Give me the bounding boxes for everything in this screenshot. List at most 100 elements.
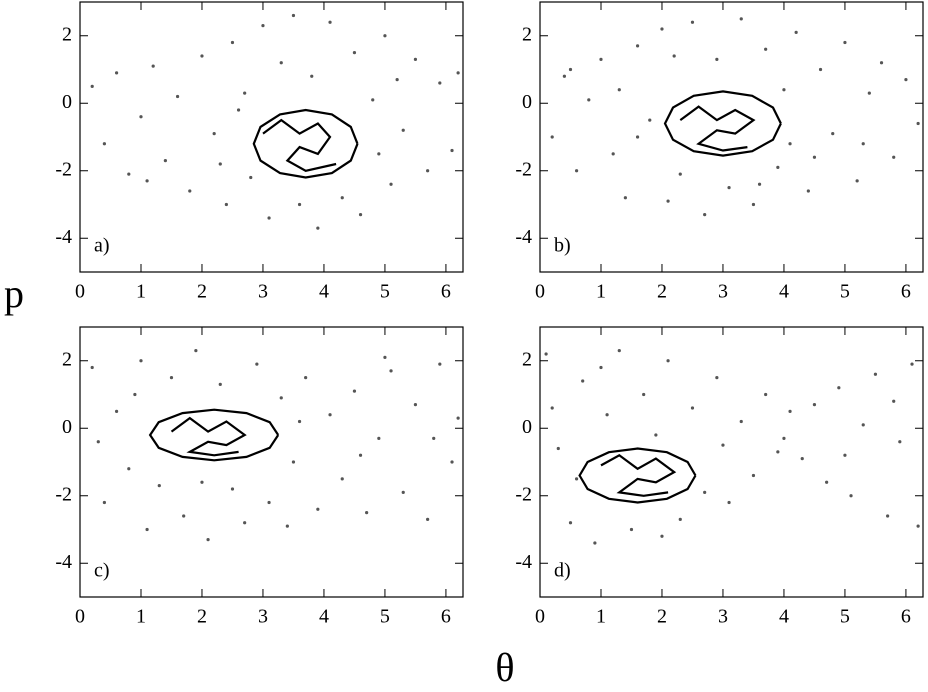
island-curve [663, 90, 782, 157]
scatter-point [892, 399, 896, 403]
x-tick-label: 1 [596, 281, 606, 303]
scatter-point [279, 61, 283, 65]
x-tick-label: 0 [75, 606, 85, 628]
scatter-point [438, 81, 442, 85]
scatter-point [599, 57, 603, 61]
scatter-point [812, 155, 817, 159]
scatter-point [568, 521, 573, 525]
scatter-point [623, 196, 627, 200]
scatter-point [776, 450, 780, 454]
scatter-point [127, 467, 131, 471]
y-tick-label: 0 [62, 416, 72, 438]
scatter-point [587, 98, 591, 102]
scatter-point [581, 379, 585, 383]
scatter-point [340, 196, 344, 200]
x-tick-label: 2 [657, 281, 667, 303]
scatter-point [672, 54, 676, 58]
y-tick-label: -4 [55, 226, 72, 248]
scatter-point [285, 524, 289, 528]
scatter-point [145, 527, 149, 532]
y-tick-label: -2 [55, 483, 72, 505]
scatter-point [163, 159, 167, 163]
scatter-point [389, 369, 393, 373]
x-axis-label: θ [495, 645, 514, 690]
x-tick-label: 1 [596, 606, 606, 628]
scatter-point [297, 202, 302, 207]
scatter-point [715, 376, 719, 380]
scatter-point [916, 121, 920, 126]
scatter-point [102, 142, 106, 146]
scatter-point [568, 67, 573, 72]
scatter-point [818, 67, 823, 72]
x-tick-label: 4 [319, 606, 329, 628]
scatter-point [843, 453, 847, 457]
scatter-point [389, 182, 393, 186]
scatter-point [230, 40, 235, 45]
scatter-point [450, 460, 454, 464]
x-tick-label: 4 [319, 281, 329, 303]
x-tick-label: 5 [380, 606, 390, 628]
scatter-point [574, 477, 579, 481]
scatter-point [340, 477, 344, 481]
scatter-point [450, 148, 454, 153]
plot-frame [539, 1, 924, 273]
scatter-point [806, 189, 810, 193]
plot-frame [539, 326, 924, 598]
x-tick-label: 6 [901, 281, 911, 303]
scatter-point [377, 152, 381, 156]
scatter-point [114, 409, 119, 413]
scatter-point [861, 142, 865, 146]
island-curve [578, 447, 697, 504]
scatter-point [764, 47, 768, 51]
x-tick-label: 1 [136, 606, 146, 628]
scatter-point [291, 460, 296, 464]
scatter-point [635, 44, 640, 48]
scatter-point [456, 416, 460, 420]
scatter-point [157, 484, 161, 488]
scatter-point [243, 521, 247, 525]
scatter-point [892, 155, 896, 159]
x-tick-label: 3 [258, 606, 268, 628]
scatter-point [102, 500, 106, 505]
scatter-point [550, 135, 554, 139]
plot-frame [79, 326, 464, 598]
scatter-point [413, 57, 418, 61]
scatter-point [825, 480, 829, 484]
scatter-point [721, 443, 725, 447]
scatter-point [297, 419, 302, 424]
scatter-point [776, 165, 780, 169]
scatter-point [831, 132, 835, 136]
y-tick-label: -2 [55, 158, 72, 180]
scatter-point [800, 457, 804, 461]
scatter-point [188, 189, 192, 193]
scatter-point [261, 24, 265, 28]
y-axis-label: p [4, 271, 24, 316]
scatter-point [365, 511, 369, 515]
scatter-point [200, 54, 204, 58]
scatter-point [377, 436, 381, 440]
scatter-point [629, 527, 634, 532]
y-tick-label: -4 [55, 551, 72, 573]
scatter-point [401, 490, 405, 494]
scatter-point [544, 352, 548, 356]
scatter-point [654, 433, 658, 437]
scatter-point [782, 436, 786, 440]
y-tick-label: -2 [515, 483, 532, 505]
scatter-point [151, 64, 155, 68]
scatter-point [739, 17, 743, 21]
scatter-point [782, 88, 786, 92]
y-tick-label: 0 [522, 416, 532, 438]
x-tick-label: 4 [779, 606, 789, 628]
scatter-point [678, 517, 682, 521]
island-curve [262, 118, 337, 172]
scatter-point [218, 382, 222, 386]
scatter-point [751, 473, 756, 478]
scatter-point [879, 61, 884, 65]
scatter-point [635, 135, 640, 139]
x-tick-label: 2 [197, 606, 207, 628]
scatter-point [727, 186, 731, 190]
scatter-point [788, 409, 792, 413]
scatter-point [599, 365, 603, 370]
scatter-point [236, 108, 241, 112]
panel-label: a) [94, 235, 110, 257]
